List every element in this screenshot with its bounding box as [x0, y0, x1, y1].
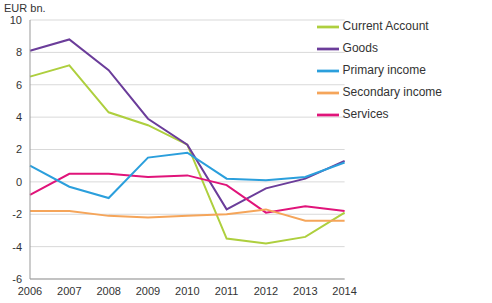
- html-text:EUR bn.: EUR bn.: [4, 2, 46, 14]
- svg-text:-4: -4: [12, 241, 22, 253]
- html-text:Goods: Goods: [342, 41, 378, 56]
- svg-text:4: 4: [16, 111, 22, 123]
- html-text:Current Account: Current Account: [342, 19, 429, 34]
- svg-text:2008: 2008: [96, 285, 120, 297]
- svg-text:2011: 2011: [215, 285, 239, 297]
- html-text:Primary income: Primary income: [342, 63, 426, 78]
- svg-text:10: 10: [10, 14, 22, 26]
- svg-text:2014: 2014: [332, 285, 356, 297]
- svg-text:2012: 2012: [254, 285, 278, 297]
- svg-text:2: 2: [16, 143, 22, 155]
- svg-text:-6: -6: [12, 273, 22, 285]
- html-text:Secondary income: Secondary income: [342, 85, 442, 100]
- svg-text:2013: 2013: [293, 285, 317, 297]
- svg-text:8: 8: [16, 46, 22, 58]
- svg-text:2006: 2006: [18, 285, 42, 297]
- svg-text:6: 6: [16, 79, 22, 91]
- html-text:Services: Services: [342, 107, 389, 122]
- svg-text:2009: 2009: [136, 285, 160, 297]
- svg-text:2007: 2007: [57, 285, 81, 297]
- svg-text:0: 0: [16, 176, 22, 188]
- svg-text:-2: -2: [12, 208, 22, 220]
- svg-text:2010: 2010: [175, 285, 199, 297]
